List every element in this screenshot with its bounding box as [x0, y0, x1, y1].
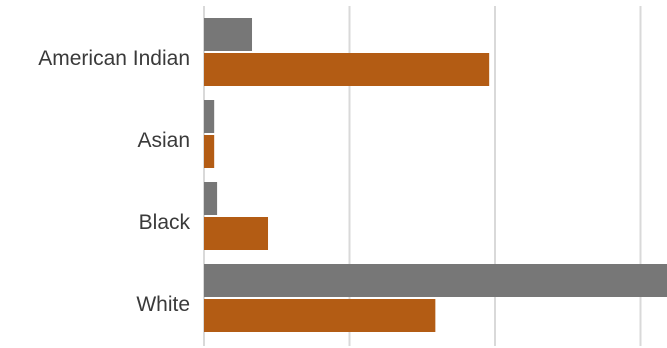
category-label-american-indian: American Indian	[38, 47, 190, 70]
category-labels: American Indian Asian Black White	[38, 47, 190, 316]
bar-white-series-2	[204, 299, 436, 332]
bars	[204, 18, 667, 332]
bar-asian-series-2	[204, 135, 215, 168]
bar-american-indian-series-1	[204, 18, 253, 51]
bar-black-series-2	[204, 217, 269, 250]
bar-black-series-1	[204, 182, 218, 215]
bar-american-indian-series-2	[204, 53, 490, 86]
category-label-asian: Asian	[137, 129, 190, 152]
category-label-white: White	[136, 293, 190, 316]
bar-asian-series-1	[204, 100, 215, 133]
bar-white-series-1	[204, 264, 667, 297]
category-label-black: Black	[139, 211, 191, 234]
